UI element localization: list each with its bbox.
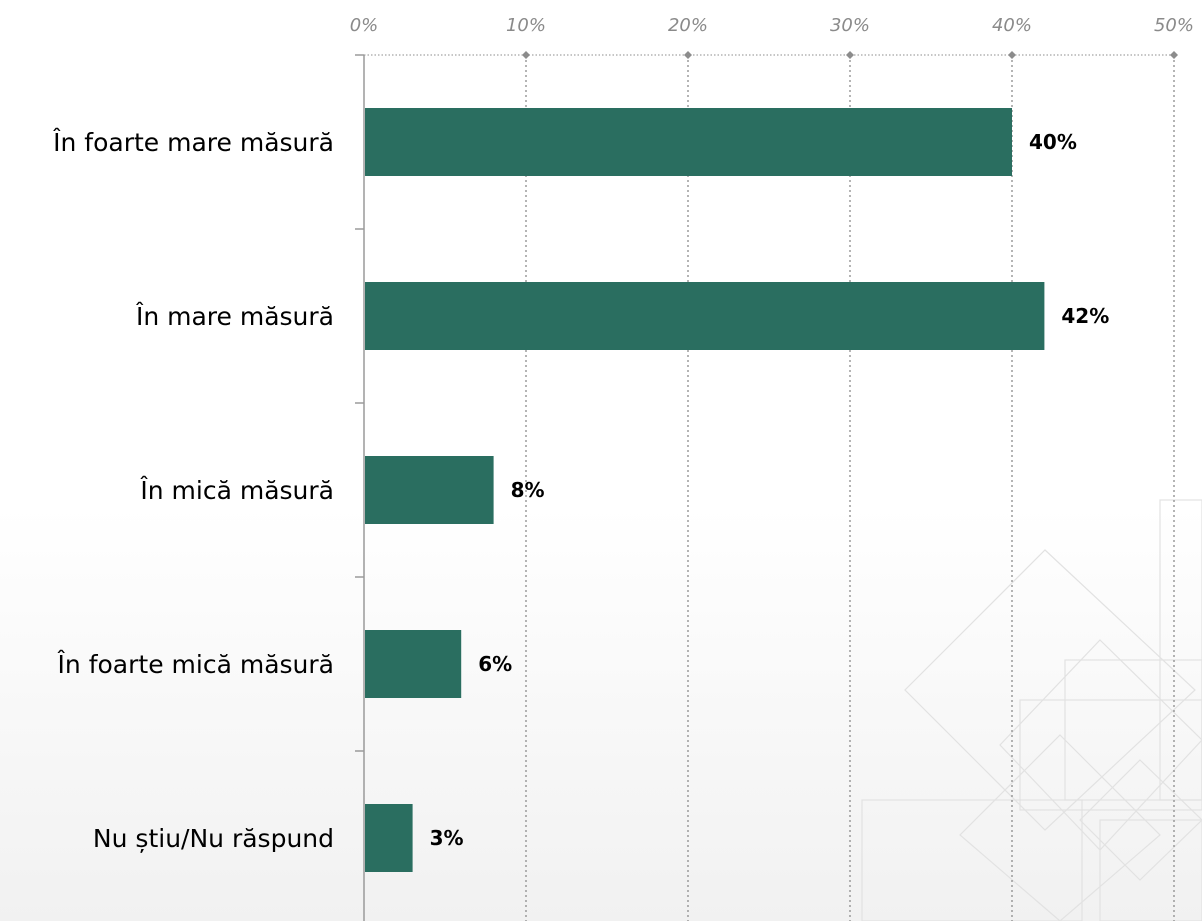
decor-diamond bbox=[904, 549, 1196, 831]
decor-square bbox=[1019, 699, 1202, 811]
decor-square bbox=[861, 799, 1083, 921]
decor-square bbox=[1099, 819, 1202, 921]
y-axis bbox=[355, 54, 365, 921]
data-labels: 40% 42% 8% 6% 3% bbox=[430, 130, 1110, 850]
category-label: În mică măsură bbox=[139, 476, 334, 505]
decor-square bbox=[1159, 499, 1202, 801]
tick-marker bbox=[1008, 51, 1016, 59]
data-label: 8% bbox=[511, 478, 545, 502]
data-label: 40% bbox=[1029, 130, 1077, 154]
bar bbox=[365, 804, 413, 872]
x-tick-label: 20% bbox=[668, 15, 708, 36]
background-decoration bbox=[861, 499, 1202, 921]
bar bbox=[365, 108, 1012, 176]
data-label: 3% bbox=[430, 826, 464, 850]
decor-diamond bbox=[959, 734, 1161, 921]
decor-square bbox=[1064, 659, 1202, 801]
x-tick-label: 50% bbox=[1154, 15, 1194, 36]
data-label: 6% bbox=[478, 652, 512, 676]
category-labels: În foarte mare măsură În mare măsură În mi… bbox=[52, 128, 334, 853]
tick-marker bbox=[522, 51, 530, 59]
tick-marker bbox=[684, 51, 692, 59]
category-label: În foarte mică măsură bbox=[57, 650, 334, 679]
x-tick-label: 40% bbox=[992, 15, 1032, 36]
x-tick-label: 10% bbox=[506, 15, 546, 36]
category-label: În mare măsură bbox=[135, 302, 334, 331]
gridlines bbox=[525, 55, 1175, 921]
tick-marker bbox=[1170, 51, 1178, 59]
tick-marker bbox=[846, 51, 854, 59]
decor-diamond bbox=[999, 639, 1202, 851]
x-axis: 0% 10% 20% 30% 40% 50% bbox=[350, 15, 1194, 59]
category-label: Nu știu/Nu răspund bbox=[93, 824, 334, 853]
bars bbox=[365, 108, 1045, 872]
category-label: În foarte mare măsură bbox=[52, 128, 334, 157]
bar bbox=[365, 630, 462, 698]
bar bbox=[365, 456, 494, 524]
data-label: 42% bbox=[1061, 304, 1109, 328]
x-tick-label: 0% bbox=[350, 15, 379, 36]
bar bbox=[365, 282, 1045, 350]
x-tick-label: 30% bbox=[830, 15, 870, 36]
